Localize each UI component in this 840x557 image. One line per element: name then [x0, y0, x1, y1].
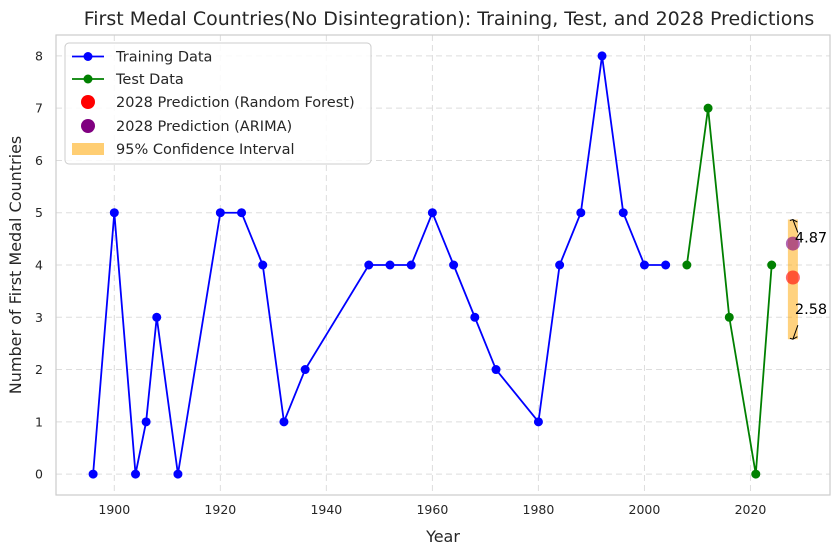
training-data-point	[639, 260, 649, 270]
legend-marker-swatch	[81, 119, 95, 133]
legend-marker-swatch	[81, 95, 95, 109]
training-data-point	[533, 417, 543, 427]
random-forest-prediction-point	[785, 270, 800, 285]
test-data-point	[703, 103, 713, 113]
training-data-point	[555, 260, 565, 270]
x-tick-label: 1980	[523, 502, 555, 517]
annotations: 4.87 2.58	[789, 218, 827, 340]
training-data-point	[141, 417, 151, 427]
y-tick-label: 5	[35, 205, 43, 220]
x-tick-label: 1940	[310, 502, 342, 517]
training-data-point	[131, 469, 141, 479]
training-data-point	[173, 469, 183, 479]
training-data-point	[88, 469, 98, 479]
x-axis-title: Year	[425, 527, 460, 546]
legend-box	[64, 42, 372, 165]
training-data-point	[258, 260, 268, 270]
annotation-arrow	[792, 325, 799, 340]
y-tick-label: 8	[35, 48, 43, 63]
legend-label: 2028 Prediction (Random Forest)	[116, 95, 355, 111]
training-data-point	[427, 208, 437, 218]
x-tick-label: 1900	[98, 502, 130, 517]
training-data-point	[215, 208, 225, 218]
y-tick-label: 4	[35, 258, 43, 273]
training-data-point	[597, 51, 607, 61]
legend-label: Training Data	[115, 50, 212, 66]
training-data-point	[279, 417, 289, 427]
plot-frame	[55, 34, 831, 496]
test-data-point	[767, 260, 777, 270]
y-tick-label: 6	[35, 153, 43, 168]
annotation-arrow	[792, 219, 799, 233]
legend-label: Test Data	[115, 72, 184, 88]
training-data-point	[152, 312, 162, 322]
annotation-label: 4.87	[795, 231, 827, 247]
test-data-point	[682, 260, 692, 270]
y-tick-label: 0	[35, 467, 43, 482]
training-data-point	[449, 260, 459, 270]
legend-marker-swatch	[83, 52, 93, 61]
legend-band-swatch	[72, 143, 104, 155]
x-tick-label: 1920	[204, 502, 236, 517]
training-data-point	[618, 208, 628, 218]
x-tick-label: 2020	[735, 502, 767, 517]
training-data-point	[364, 260, 374, 270]
chart-title: First Medal Countries(No Disintegration)…	[84, 8, 815, 30]
y-tick-label: 2	[35, 362, 43, 377]
training-data-point	[385, 260, 395, 270]
y-tick-label: 1	[35, 414, 43, 429]
y-tick-label: 7	[35, 101, 43, 116]
legend-label: 2028 Prediction (ARIMA)	[116, 119, 292, 135]
test-data-point	[724, 312, 734, 322]
annotation-arrowhead	[789, 218, 798, 223]
annotation-label: 2.58	[795, 302, 827, 318]
legend-label: 95% Confidence Interval	[116, 142, 295, 158]
x-tick-label: 2000	[629, 502, 661, 517]
x-tick-label: 1960	[416, 502, 448, 517]
training-data-point	[109, 208, 119, 218]
training-data-point	[470, 312, 480, 322]
training-data-point	[300, 365, 310, 375]
training-data-point	[491, 365, 501, 375]
y-tick-label: 3	[35, 310, 43, 325]
annotation-arrowhead	[789, 336, 798, 340]
y-axis-ticks: 0 1 2 3 4 5 6 7 8	[35, 48, 43, 481]
arima-prediction-point	[785, 236, 800, 251]
training-data-point	[406, 260, 416, 270]
x-axis-ticks: 1900 1920 1940 1960 1980 2000 2020	[98, 502, 766, 517]
series-points	[88, 51, 800, 479]
training-data-point	[661, 260, 671, 270]
training-data-point	[576, 208, 586, 218]
legend-marker-swatch	[83, 74, 93, 84]
y-axis-title: Number of First Medal Countries	[6, 136, 25, 394]
test-data-point	[751, 469, 761, 479]
training-data-point	[237, 208, 247, 218]
legend: Training Data Test Data 2028 Prediction (R…	[64, 42, 372, 165]
